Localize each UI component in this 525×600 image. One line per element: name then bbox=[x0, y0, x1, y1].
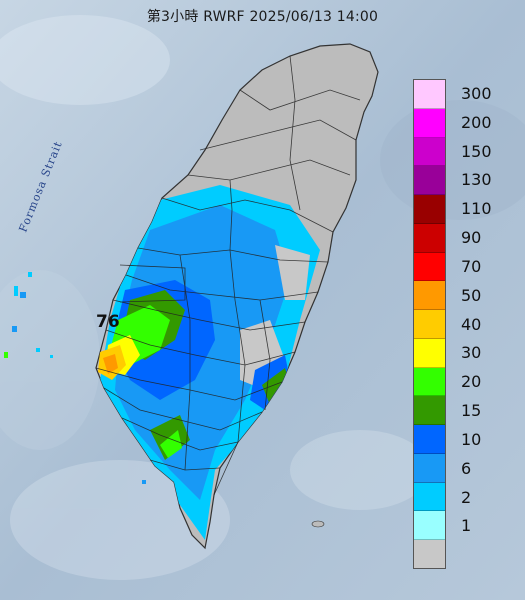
legend-swatch bbox=[414, 252, 445, 282]
legend-label: 70 bbox=[461, 256, 482, 276]
legend-swatch bbox=[414, 482, 445, 512]
legend-label: 130 bbox=[461, 170, 492, 190]
admin-boundaries bbox=[95, 55, 361, 496]
legend-swatch bbox=[414, 80, 445, 109]
legend-swatch bbox=[414, 367, 445, 397]
legend-label: 150 bbox=[461, 141, 492, 161]
legend-swatch bbox=[414, 425, 445, 454]
legend-label: 20 bbox=[461, 372, 482, 392]
rainfall-legend: 300 200 150 130 110 90 70 50 40 30 20 15 10 6 2 1 bbox=[413, 79, 513, 569]
legend-swatch bbox=[414, 511, 445, 541]
legend-swatch bbox=[414, 137, 445, 167]
legend-label: 110 bbox=[461, 199, 492, 219]
legend-swatch bbox=[414, 166, 445, 196]
legend-label: 2 bbox=[461, 487, 472, 507]
legend-swatch bbox=[414, 108, 445, 138]
max-rainfall-label: 76 bbox=[96, 312, 120, 332]
offshore-echoes bbox=[4, 272, 325, 528]
legend-swatch bbox=[414, 338, 445, 368]
legend-swatch bbox=[414, 310, 445, 339]
legend-swatch bbox=[414, 223, 445, 253]
legend-label: 300 bbox=[461, 83, 492, 103]
legend-swatches bbox=[413, 79, 446, 569]
legend-labels: 300 200 150 130 110 90 70 50 40 30 20 15 10 6 2 1 bbox=[461, 79, 513, 569]
legend-label: 10 bbox=[461, 429, 482, 449]
legend-label: 50 bbox=[461, 285, 482, 305]
legend-label: 30 bbox=[461, 343, 482, 363]
legend-swatch bbox=[414, 195, 445, 224]
legend-label bbox=[461, 540, 513, 569]
legend-label: 40 bbox=[461, 314, 482, 334]
map-title: 第3小時 RWRF 2025/06/13 14:00 bbox=[146, 9, 379, 25]
legend-swatch bbox=[414, 281, 445, 311]
legend-label: 90 bbox=[461, 228, 482, 248]
legend-swatch bbox=[414, 396, 445, 426]
legend-swatch bbox=[414, 453, 445, 483]
legend-swatch bbox=[414, 540, 445, 569]
legend-label: 1 bbox=[461, 516, 472, 536]
precip-field bbox=[98, 185, 320, 540]
legend-label: 15 bbox=[461, 401, 482, 421]
legend-label: 6 bbox=[461, 458, 472, 478]
legend-label: 200 bbox=[461, 112, 492, 132]
